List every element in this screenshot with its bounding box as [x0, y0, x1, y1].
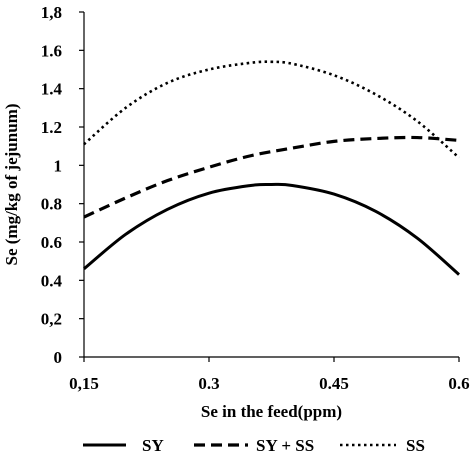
legend: SY SY + SS SS — [83, 436, 425, 455]
legend-label: SY + SS — [256, 436, 314, 455]
y-axis-label: Se (mg/kg of jejunum) — [2, 104, 21, 266]
y-tick-label: 0.6 — [41, 233, 62, 252]
legend-label: SS — [406, 436, 425, 455]
y-tick-label: 1 — [54, 156, 63, 175]
y-tick-label: 1,8 — [41, 3, 62, 22]
y-tick-label: 1.6 — [41, 41, 62, 60]
series-line-sy-ss — [83, 135, 460, 219]
x-tick-label: 0.3 — [198, 374, 219, 393]
x-axis-label: Se in the feed(ppm) — [201, 402, 342, 421]
y-tick-label: 0.4 — [41, 271, 63, 290]
legend-label: SY — [142, 436, 164, 455]
x-tick-label: 0.45 — [319, 374, 349, 393]
series-lines — [83, 60, 460, 276]
x-axis-ticks: 0,15 0.3 0.45 0.6 — [69, 357, 470, 393]
series-line-ss — [83, 60, 460, 159]
y-tick-label: 0 — [54, 348, 63, 367]
x-tick-label: 0.6 — [448, 374, 469, 393]
series-line-sy — [83, 182, 460, 276]
y-tick-label: 0.8 — [41, 195, 62, 214]
y-tick-label: 1.4 — [41, 80, 63, 99]
x-tick-label: 0,15 — [69, 374, 99, 393]
y-axis-ticks: 0 0,2 0.4 0.6 0.8 1 1.2 1.4 1.6 1,8 — [41, 3, 84, 367]
y-tick-label: 0,2 — [41, 310, 62, 329]
y-tick-label: 1.2 — [41, 118, 62, 137]
